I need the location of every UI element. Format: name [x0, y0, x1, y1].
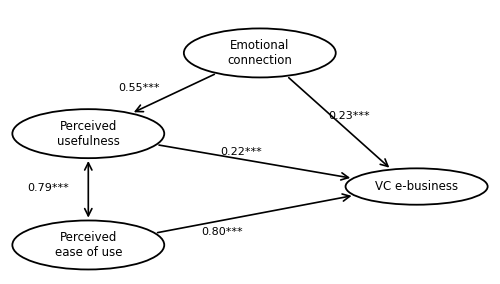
- Text: Emotional
connection: Emotional connection: [228, 39, 292, 67]
- Ellipse shape: [346, 168, 488, 205]
- Text: 0.55***: 0.55***: [118, 83, 160, 93]
- Ellipse shape: [12, 220, 164, 270]
- Text: VC e-business: VC e-business: [375, 180, 458, 193]
- Text: 0.23***: 0.23***: [328, 110, 370, 121]
- Text: 0.22***: 0.22***: [220, 147, 262, 157]
- Ellipse shape: [12, 109, 164, 158]
- Text: Perceived
usefulness: Perceived usefulness: [57, 120, 120, 148]
- Ellipse shape: [184, 28, 336, 78]
- Text: 0.80***: 0.80***: [201, 227, 242, 237]
- Text: 0.79***: 0.79***: [27, 183, 69, 193]
- Text: Perceived
ease of use: Perceived ease of use: [54, 231, 122, 259]
